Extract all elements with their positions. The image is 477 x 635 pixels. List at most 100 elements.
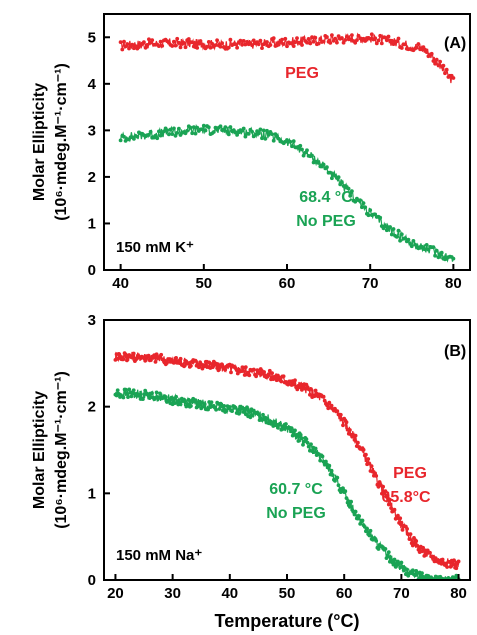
x-tick-label: 70 [362, 275, 379, 292]
data-point-peg [325, 403, 329, 408]
data-point-peg [223, 367, 228, 372]
data-point-peg [379, 41, 384, 46]
data-point-peg [344, 420, 349, 425]
data-point-peg [120, 47, 125, 52]
data-point-no_peg [250, 129, 255, 134]
data-point-no_peg [173, 133, 178, 138]
data-point-no_peg [281, 427, 286, 431]
panel-a-chart: 40 50 60 70 80 0 1 2 3 4 5 (A) 150 mM K⁺ Molar Ell… [31, 13, 471, 292]
x-tick-label: 40 [221, 585, 238, 602]
data-point-peg [416, 42, 421, 46]
data-point-no_peg [202, 402, 207, 407]
x-tick-label: 60 [279, 275, 296, 292]
data-point-peg [159, 352, 164, 357]
data-point-no_peg [127, 387, 132, 392]
panel-b-peg-label: PEG [393, 465, 427, 482]
data-point-no_peg [343, 489, 348, 494]
data-point-no_peg [158, 391, 162, 396]
data-point-no_peg [396, 228, 401, 233]
data-point-peg [125, 358, 129, 363]
data-point-peg [388, 497, 392, 502]
data-point-no_peg [154, 390, 159, 395]
data-point-no_peg [147, 132, 151, 137]
data-point-peg [130, 42, 135, 47]
data-point-no_peg [365, 526, 369, 531]
data-point-peg [350, 33, 354, 37]
data-point-no_peg [358, 522, 363, 526]
data-point-no_peg [360, 518, 365, 523]
data-point-no_peg [353, 199, 358, 204]
data-point-peg [366, 457, 371, 461]
data-point-no_peg [261, 128, 266, 133]
panel-b-nopeg-tm-label: 60.7 °C [269, 481, 323, 498]
data-point-no_peg [321, 162, 326, 167]
data-point-peg [422, 554, 427, 558]
data-point-peg [333, 36, 338, 41]
y-tick-label: 5 [88, 29, 96, 46]
data-point-no_peg [290, 144, 294, 149]
data-point-peg [433, 61, 437, 66]
data-point-peg [343, 38, 348, 42]
data-point-no_peg [385, 553, 390, 558]
data-point-peg [311, 39, 316, 44]
data-point-no_peg [170, 132, 175, 137]
data-point-no_peg [298, 143, 303, 148]
y-tick-label: 4 [88, 76, 97, 93]
data-point-no_peg [224, 409, 229, 413]
data-point-no_peg [237, 411, 241, 416]
data-point-no_peg [177, 126, 181, 131]
data-point-no_peg [245, 405, 249, 410]
data-point-peg [240, 42, 245, 47]
data-point-no_peg [185, 402, 190, 407]
data-point-no_peg [330, 176, 334, 181]
data-point-no_peg [316, 161, 321, 165]
data-point-no_peg [226, 132, 231, 137]
data-point-no_peg [313, 446, 318, 451]
data-point-peg [293, 40, 298, 45]
data-point-no_peg [167, 132, 171, 137]
data-point-no_peg [135, 134, 140, 139]
data-point-no_peg [352, 512, 357, 517]
data-point-peg [160, 44, 165, 48]
data-point-no_peg [167, 398, 172, 402]
data-point-peg [361, 447, 366, 452]
data-point-peg [254, 374, 258, 379]
data-point-peg [241, 39, 246, 43]
data-point-peg [218, 44, 223, 49]
data-point-no_peg [348, 505, 352, 509]
data-point-no_peg [278, 421, 282, 426]
data-point-peg [444, 67, 449, 72]
data-point-peg [398, 516, 403, 521]
data-point-no_peg [392, 557, 397, 562]
data-point-peg [158, 39, 163, 44]
data-point-no_peg [253, 132, 258, 137]
data-point-no_peg [366, 213, 371, 218]
panel-b-peg-tm-label: 65.8°C [381, 489, 431, 506]
data-point-no_peg [132, 137, 136, 141]
data-point-peg [206, 40, 211, 44]
data-point-peg [238, 38, 243, 43]
data-point-peg [193, 358, 198, 363]
data-point-no_peg [125, 392, 129, 396]
data-point-peg [298, 382, 303, 387]
panel-b-ylabel-line2: (10⁶·mdeg.M⁻¹·cm⁻¹) [53, 371, 70, 529]
data-point-no_peg [263, 136, 268, 141]
data-point-no_peg [411, 239, 416, 243]
panel-a-ylabel-line2: (10⁶·mdeg.M⁻¹·cm⁻¹) [53, 63, 70, 221]
data-point-peg [407, 537, 412, 541]
data-point-no_peg [336, 483, 341, 488]
data-point-peg [154, 352, 159, 357]
data-point-peg [383, 35, 388, 40]
data-point-peg [121, 357, 126, 362]
data-point-peg [265, 40, 269, 44]
data-point-peg [330, 33, 334, 38]
data-point-no_peg [386, 550, 391, 554]
data-point-peg [414, 45, 419, 50]
data-point-no_peg [434, 248, 439, 253]
data-point-no_peg [320, 454, 325, 459]
data-point-no_peg [129, 394, 134, 399]
data-point-no_peg [389, 232, 394, 237]
data-point-no_peg [172, 126, 176, 131]
data-point-no_peg [227, 405, 232, 410]
data-point-peg [210, 365, 215, 370]
